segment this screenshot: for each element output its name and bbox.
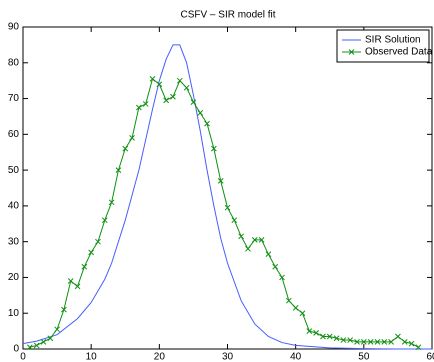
data-point	[163, 97, 170, 104]
data-point	[354, 338, 360, 345]
data-point	[224, 204, 231, 211]
y-tick-label: 30	[8, 236, 20, 247]
legend-label: Observed Data	[365, 47, 433, 58]
data-point	[333, 335, 340, 342]
data-point	[176, 77, 183, 84]
data-point	[326, 333, 333, 340]
data-point	[47, 335, 54, 342]
y-tick-label: 80	[8, 57, 20, 68]
x-tick-label: 50	[358, 352, 370, 362]
data-point	[347, 337, 354, 343]
x-tick-label: 30	[222, 352, 234, 362]
data-point	[279, 274, 285, 281]
data-point	[367, 338, 374, 345]
data-point	[381, 338, 388, 345]
data-point	[142, 101, 149, 107]
series-line	[29, 78, 419, 348]
x-tick-label: 60	[426, 352, 434, 362]
data-point	[122, 145, 129, 152]
x-tick-label: 40	[290, 352, 302, 362]
data-point	[217, 177, 224, 184]
data-point	[81, 263, 88, 270]
x-tick-label: 20	[154, 352, 166, 362]
data-point	[395, 333, 401, 340]
data-point	[320, 333, 326, 340]
y-tick-label: 50	[8, 165, 20, 176]
data-point	[313, 330, 319, 336]
y-tick-label: 40	[8, 201, 20, 212]
x-tick-label: 0	[20, 352, 26, 362]
chart-title: CSFV – SIR model fit	[180, 10, 275, 21]
y-tick-label: 20	[8, 272, 20, 283]
y-tick-label: 90	[8, 22, 20, 33]
legend-box	[336, 29, 430, 63]
data-point	[401, 338, 408, 345]
data-point	[197, 110, 204, 116]
x-tick-label: 10	[86, 352, 98, 362]
y-tick-label: 0	[13, 344, 19, 355]
data-point	[299, 310, 306, 317]
data-point	[374, 338, 381, 345]
data-point	[67, 278, 74, 284]
data-point	[136, 104, 142, 111]
data-point	[258, 237, 265, 243]
legend-marker	[348, 49, 355, 55]
data-point	[388, 338, 394, 345]
plot-area	[22, 26, 433, 350]
data-point	[360, 338, 367, 345]
data-point	[95, 238, 101, 245]
data-point	[306, 328, 313, 334]
data-point	[204, 120, 210, 127]
data-point	[40, 338, 47, 345]
data-point	[26, 344, 33, 351]
data-point	[33, 342, 40, 349]
data-point	[183, 84, 190, 91]
legend-label: SIR Solution	[365, 35, 421, 46]
data-point	[231, 217, 238, 224]
data-point	[245, 245, 251, 252]
y-tick-label: 10	[8, 308, 20, 319]
data-point	[170, 93, 176, 100]
data-point	[238, 233, 244, 240]
data-point	[115, 167, 122, 173]
data-point	[265, 251, 272, 258]
data-point	[340, 337, 347, 343]
data-point	[88, 249, 95, 256]
data-point	[129, 135, 135, 141]
data-point	[156, 81, 163, 88]
data-point	[74, 283, 81, 290]
data-point	[211, 145, 217, 152]
data-point	[54, 326, 60, 333]
data-point	[149, 76, 156, 82]
data-point	[101, 217, 108, 224]
data-point	[251, 237, 258, 243]
data-point	[272, 263, 279, 270]
data-point	[190, 99, 197, 105]
y-tick-label: 70	[8, 93, 20, 104]
data-point	[285, 297, 292, 304]
data-point	[108, 199, 115, 206]
data-point	[61, 306, 67, 313]
series-line	[22, 44, 432, 350]
data-point	[292, 305, 299, 311]
data-point	[408, 340, 415, 347]
data-point	[415, 344, 422, 351]
y-tick-label: 60	[8, 129, 20, 140]
